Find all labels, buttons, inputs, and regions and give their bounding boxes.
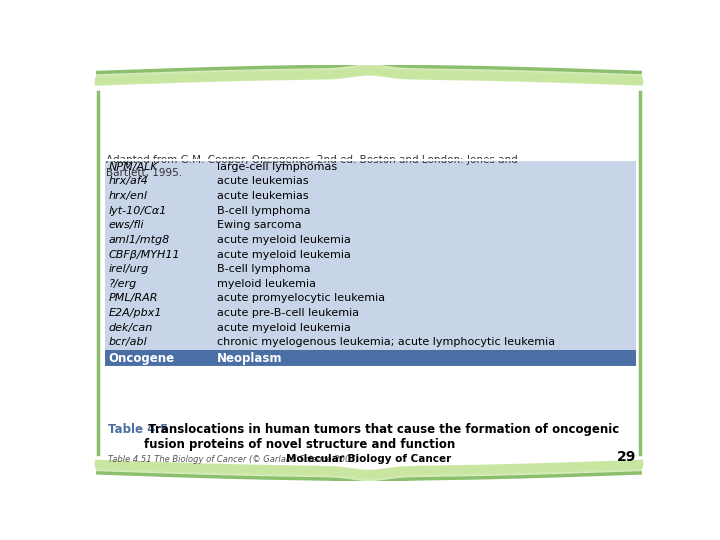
Text: dek/can: dek/can (109, 323, 153, 333)
Text: aml1/mtg8: aml1/mtg8 (109, 235, 170, 245)
Text: PML/RAR: PML/RAR (109, 294, 158, 303)
Text: Ewing sarcoma: Ewing sarcoma (217, 220, 302, 231)
Text: hrx/enl: hrx/enl (109, 191, 148, 201)
Text: 29: 29 (617, 450, 636, 464)
Text: Neoplasm: Neoplasm (217, 352, 283, 365)
Text: ews/fli: ews/fli (109, 220, 144, 231)
Text: acute promyelocytic leukemia: acute promyelocytic leukemia (217, 294, 385, 303)
Text: myeloid leukemia: myeloid leukemia (217, 279, 316, 289)
Text: Adapted from G.M. Cooper, Oncogenes, 2nd ed. Boston and London: Jones and
Bartle: Adapted from G.M. Cooper, Oncogenes, 2nd… (106, 155, 517, 178)
Text: acute leukemias: acute leukemias (217, 191, 309, 201)
Text: acute leukemias: acute leukemias (217, 177, 309, 186)
Text: NPM/ALK: NPM/ALK (109, 162, 158, 172)
Text: hrx/af4: hrx/af4 (109, 177, 148, 186)
Text: acute myeloid leukemia: acute myeloid leukemia (217, 323, 351, 333)
Text: B-cell lymphoma: B-cell lymphoma (217, 264, 311, 274)
Text: Table 4.5: Table 4.5 (108, 423, 168, 436)
Text: chronic myelogenous leukemia; acute lymphocytic leukemia: chronic myelogenous leukemia; acute lymp… (217, 338, 555, 347)
Text: lyt-10/Cα1: lyt-10/Cα1 (109, 206, 167, 215)
Text: B-cell lymphoma: B-cell lymphoma (217, 206, 311, 215)
Text: bcr/abl: bcr/abl (109, 338, 148, 347)
Text: acute pre-B-cell leukemia: acute pre-B-cell leukemia (217, 308, 359, 318)
Text: CBFβ/MYH11: CBFβ/MYH11 (109, 249, 180, 260)
Text: Molecular Biology of Cancer: Molecular Biology of Cancer (287, 454, 451, 464)
Text: large-cell lymphomas: large-cell lymphomas (217, 162, 337, 172)
Text: Oncogene: Oncogene (109, 352, 175, 365)
Bar (104, 159, 637, 350)
Text: acute myeloid leukemia: acute myeloid leukemia (217, 249, 351, 260)
Text: ?/erg: ?/erg (109, 279, 137, 289)
Text: acute myeloid leukemia: acute myeloid leukemia (217, 235, 351, 245)
Text: E2A/pbx1: E2A/pbx1 (109, 308, 162, 318)
Bar (104, 350, 637, 367)
Text: irel/urg: irel/urg (109, 264, 149, 274)
Text: Table 4.51 The Biology of Cancer (© Garland Science 2007): Table 4.51 The Biology of Cancer (© Garl… (108, 455, 359, 464)
Text: Translocations in human tumors that cause the formation of oncogenic
fusion prot: Translocations in human tumors that caus… (144, 423, 619, 451)
